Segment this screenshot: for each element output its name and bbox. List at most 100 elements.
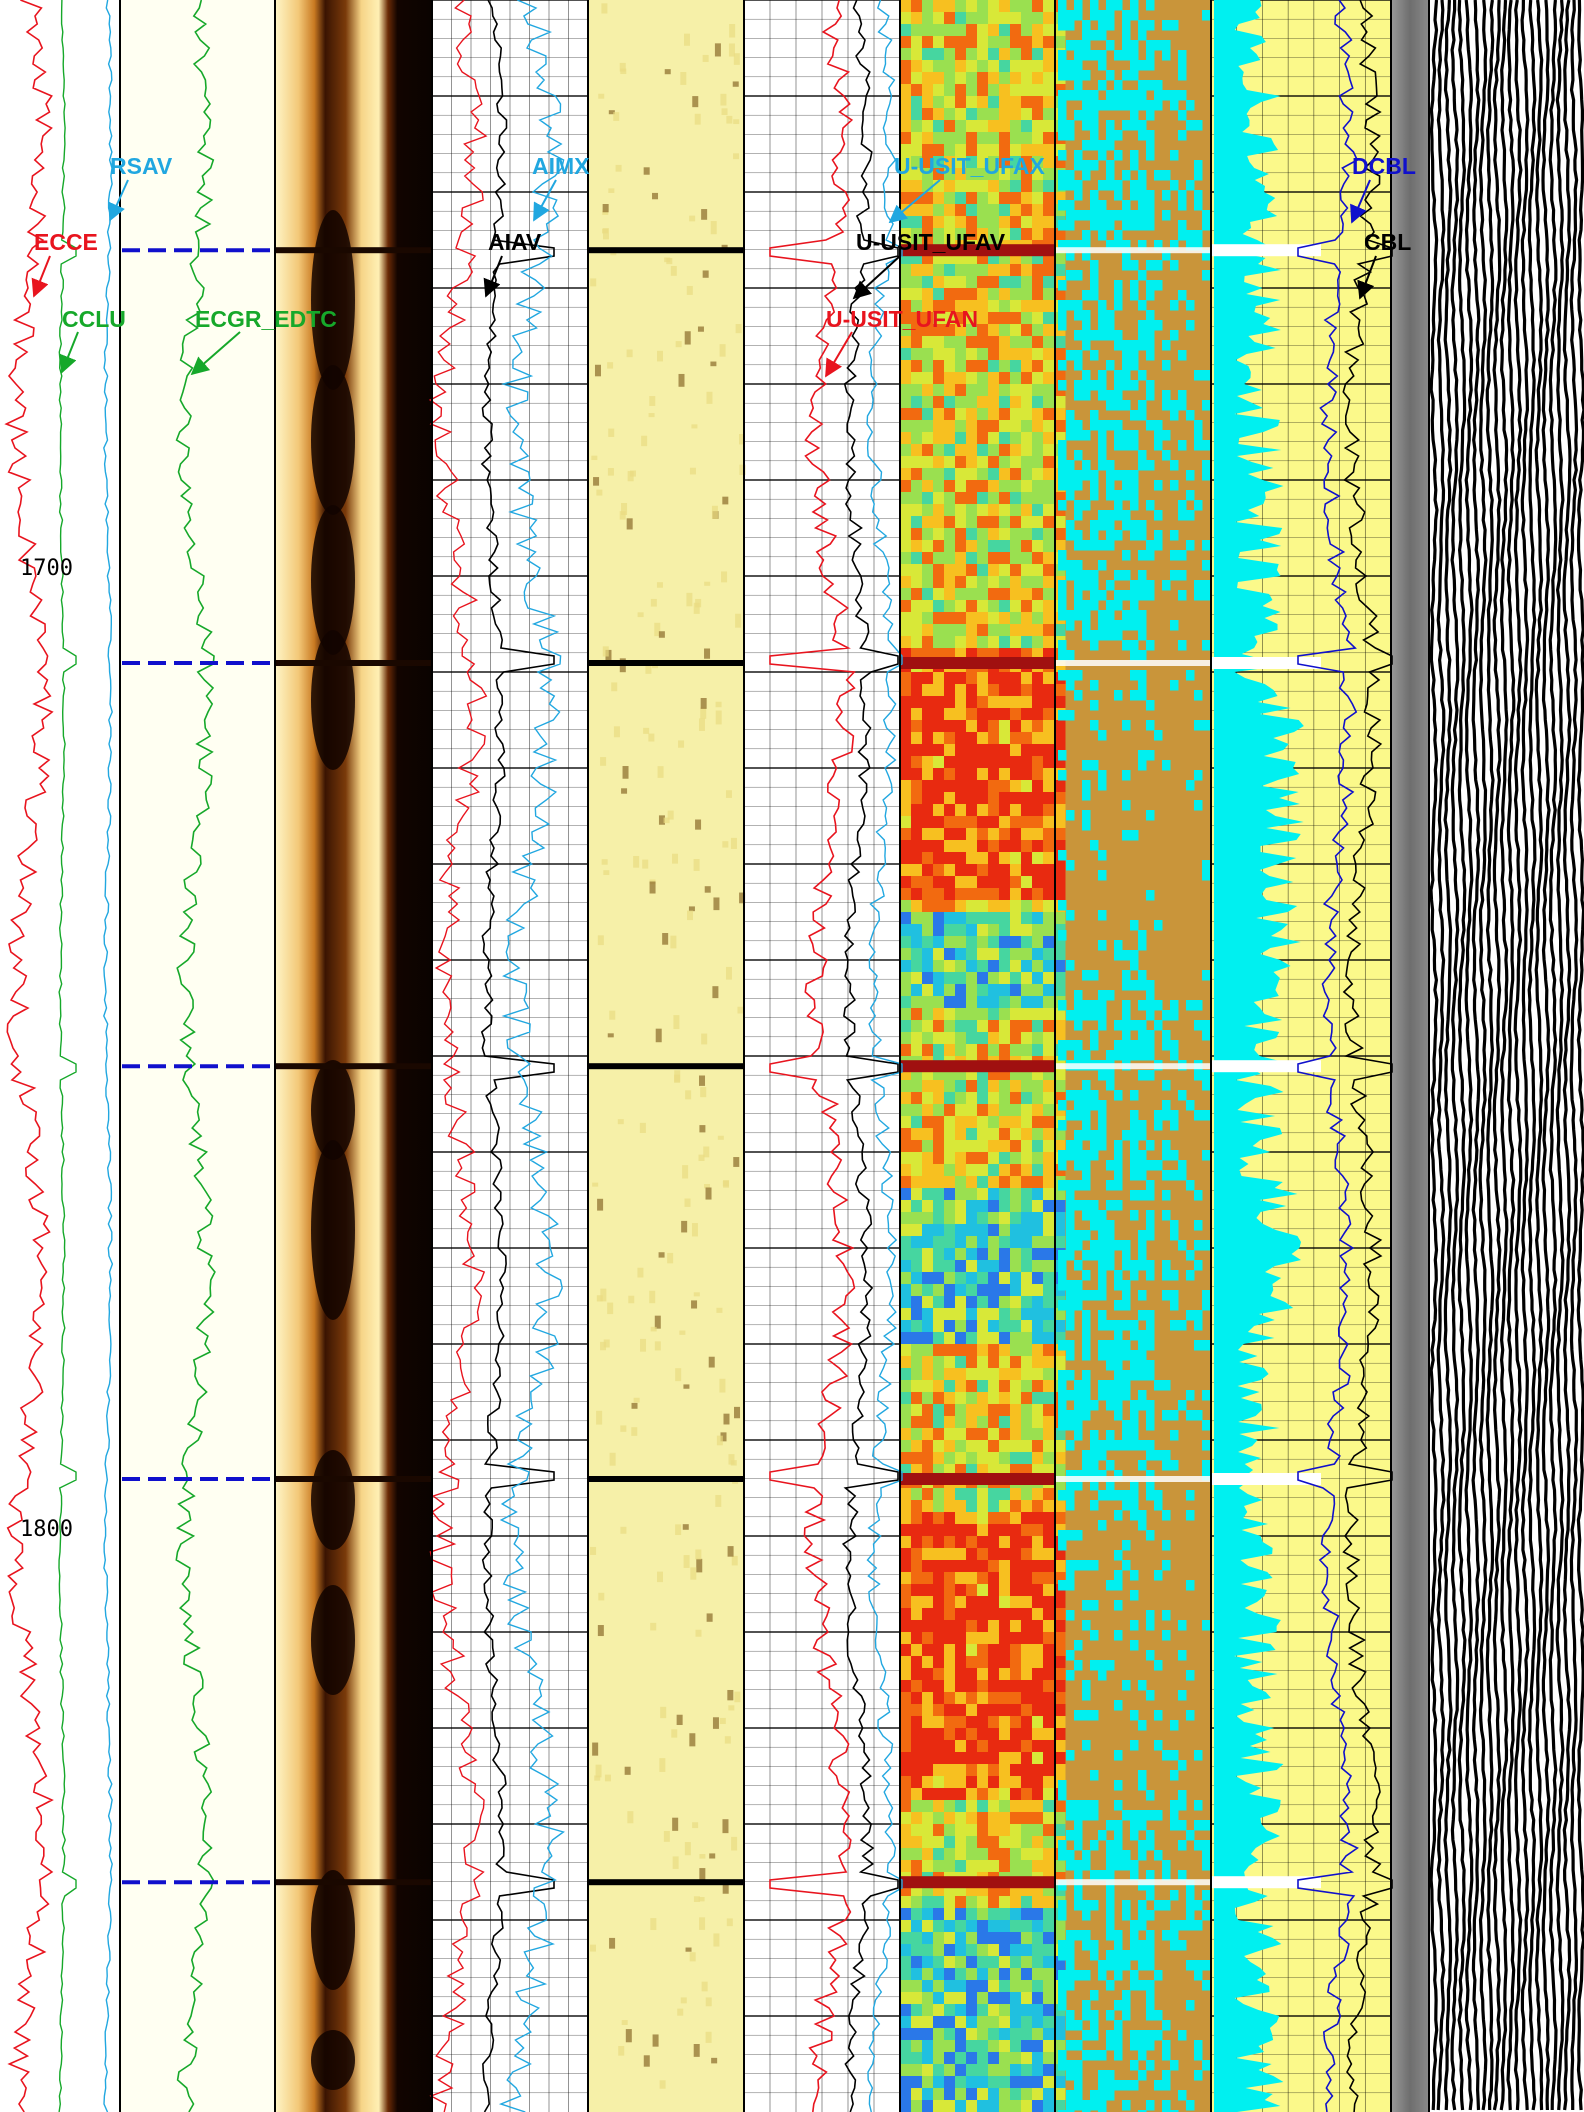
impedance-cell <box>977 804 989 817</box>
impedance-cell <box>966 204 978 217</box>
impedance-cell <box>966 684 978 697</box>
impedance-cell <box>977 852 989 865</box>
impedance-cell <box>1054 1752 1066 1765</box>
impedance-cell <box>988 780 1000 793</box>
impedance-cell <box>911 864 923 877</box>
impedance-cell <box>966 1296 978 1309</box>
impedance-cell <box>977 1860 989 1873</box>
liquid-cell <box>1066 1570 1075 1581</box>
liquid-cell <box>1090 30 1099 41</box>
impedance-cell <box>1010 1356 1022 1369</box>
liquid-cell <box>1178 230 1187 241</box>
liquid-cell <box>1090 1030 1099 1041</box>
liquid-cell <box>1202 1110 1211 1121</box>
impedance-cell <box>1010 1296 1022 1309</box>
impedance-cell <box>988 1212 1000 1225</box>
impedance-cell <box>1021 1440 1033 1453</box>
liquid-cell <box>1082 1930 1091 1941</box>
liquid-cell <box>1058 1180 1067 1191</box>
impedance-cell <box>900 180 912 193</box>
liquid-cell <box>1090 2010 1099 2021</box>
liquid-cell <box>1066 70 1075 81</box>
impedance-cell <box>1010 1656 1022 1669</box>
liquid-cell <box>1098 910 1107 921</box>
aimx-speckle <box>656 582 663 588</box>
impedance-cell <box>955 108 967 121</box>
liquid-cell <box>1170 1320 1179 1331</box>
impedance-cell <box>911 2016 923 2029</box>
impedance-cell <box>944 804 956 817</box>
impedance-cell <box>966 2040 978 2053</box>
impedance-cell <box>1032 1764 1044 1777</box>
impedance-cell <box>988 1320 1000 1333</box>
impedance-cell <box>1010 1104 1022 1117</box>
liquid-cell <box>1130 1860 1139 1871</box>
vdl-trace <box>1576 0 1584 2111</box>
impedance-cell <box>922 816 934 829</box>
liquid-cell <box>1130 1130 1139 1141</box>
impedance-cell <box>911 1104 923 1117</box>
impedance-cell <box>1032 828 1044 841</box>
impedance-cell <box>977 1536 989 1549</box>
liquid-cell <box>1074 1280 1083 1291</box>
liquid-cell <box>1066 1750 1075 1761</box>
liquid-cell <box>1074 1890 1083 1901</box>
impedance-cell <box>911 1032 923 1045</box>
impedance-cell <box>999 636 1011 649</box>
impedance-cell <box>1032 1752 1044 1765</box>
liquid-cell <box>1122 90 1131 101</box>
aimx-collar-band <box>588 247 744 254</box>
liquid-cell <box>1090 1010 1099 1021</box>
liquid-cell <box>1138 980 1147 991</box>
impedance-cell <box>1010 168 1022 181</box>
impedance-cell <box>1043 1524 1055 1537</box>
impedance-cell <box>999 588 1011 601</box>
liquid-cell <box>1178 510 1187 521</box>
liquid-cell <box>1122 1950 1131 1961</box>
impedance-cell <box>933 588 945 601</box>
impedance-cell <box>955 2004 967 2017</box>
impedance-cell <box>955 276 967 289</box>
impedance-cell <box>966 720 978 733</box>
impedance-cell <box>999 2076 1011 2089</box>
aimx-speckle <box>712 986 719 999</box>
impedance-cell <box>900 1704 912 1717</box>
impedance-cell <box>922 1632 934 1645</box>
impedance-cell <box>944 1488 956 1501</box>
impedance-cell <box>1010 960 1022 973</box>
liquid-cell <box>1066 2040 1075 2051</box>
liquid-cell <box>1170 460 1179 471</box>
impedance-cell <box>933 1320 945 1333</box>
liquid-cell <box>1098 1490 1107 1501</box>
impedance-cell <box>900 852 912 865</box>
liquid-cell <box>1066 1390 1075 1401</box>
amplitude-dark-patch <box>311 210 355 390</box>
impedance-cell <box>1010 468 1022 481</box>
liquid-cell <box>1074 60 1083 71</box>
impedance-cell <box>1054 1032 1066 1045</box>
liquid-cell <box>1106 1440 1115 1451</box>
liquid-cell <box>1090 1430 1099 1441</box>
label-cclu: CCLU <box>62 306 126 332</box>
impedance-cell <box>922 360 934 373</box>
liquid-cell <box>1074 0 1083 11</box>
liquid-cell <box>1066 210 1075 221</box>
impedance-cell <box>966 192 978 205</box>
impedance-cell <box>944 1356 956 1369</box>
liquid-cell <box>1130 210 1139 221</box>
impedance-cell <box>1054 1656 1066 1669</box>
liquid-cell <box>1074 1410 1083 1421</box>
liquid-cell <box>1090 630 1099 641</box>
impedance-cell <box>944 1860 956 1873</box>
impedance-cell <box>933 1272 945 1285</box>
liquid-cell <box>1138 2110 1147 2112</box>
aimx-speckle <box>622 766 629 779</box>
impedance-cell <box>1043 960 1055 973</box>
liquid-cell <box>1138 1190 1147 1201</box>
impedance-cell <box>1032 1512 1044 1525</box>
vdl-trace <box>1478 0 1488 2111</box>
impedance-cell <box>1021 300 1033 313</box>
liquid-cell <box>1066 40 1075 51</box>
impedance-cell <box>966 384 978 397</box>
liquid-cell <box>1066 2100 1075 2111</box>
